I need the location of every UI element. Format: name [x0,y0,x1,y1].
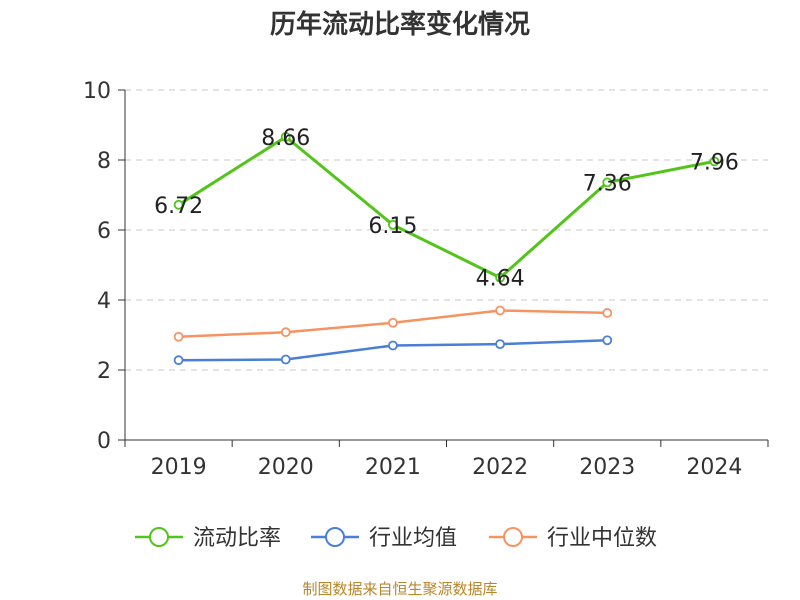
data-label-layer: 6.72 8.66 6.15 4.64 7.36 7.96 [154,126,739,292]
legend-item[interactable]: 流动比率 [135,526,281,551]
data-point [280,327,291,338]
x-tick-label: 2023 [579,455,635,480]
data-point [602,335,613,346]
legend-label: 行业均值 [369,526,457,551]
legend-item[interactable]: 行业中位数 [489,526,657,551]
axis-layer: 0 2 4 6 8 10 2019 2020 2021 2022 2023 2024 [83,79,769,480]
data-point [173,331,184,342]
data-label: 7.36 [583,171,632,196]
chart-title: 历年流动比率变化情况 [270,9,530,40]
data-point [495,305,505,316]
x-tick-label: 2019 [151,455,207,480]
legend-marker [149,527,169,547]
legend-label: 行业中位数 [547,526,657,551]
data-label: 4.64 [476,267,525,292]
data-point [280,131,291,142]
legend[interactable]: 流动比率 行业均值 行业中位数 [135,526,657,551]
data-point [388,340,398,351]
data-point [173,199,184,210]
series-layer [173,131,720,366]
series-line [177,135,715,280]
data-point [602,308,613,318]
legend-label: 流动比率 [193,526,281,551]
y-tick-label: 0 [97,429,111,454]
x-tick-label: 2022 [472,455,528,480]
data-point [388,219,398,230]
data-label: 6.15 [368,214,417,239]
x-tick-label: 2024 [686,455,742,480]
source-note: 制图数据来自恒生聚源数据库 [302,580,497,598]
legend-item[interactable]: 行业均值 [311,526,457,551]
data-label: 6.72 [154,194,203,219]
y-tick-label: 8 [97,149,111,174]
y-tick-label: 6 [97,219,111,244]
y-tick-label: 4 [97,289,111,314]
data-point [495,272,505,283]
y-tick-label: 2 [97,359,111,384]
data-point [280,354,291,365]
data-point [388,317,398,328]
x-tick-label: 2021 [365,455,421,480]
data-point [173,355,184,366]
legend-marker [325,527,345,547]
data-label: 7.96 [690,150,739,175]
y-tick-label: 10 [83,79,111,104]
legend-marker [503,527,523,547]
grid-layer [125,89,768,371]
data-point [602,177,613,188]
data-label: 8.66 [261,126,310,151]
data-point [709,156,720,167]
data-point [495,339,505,350]
x-tick-label: 2020 [258,455,314,480]
